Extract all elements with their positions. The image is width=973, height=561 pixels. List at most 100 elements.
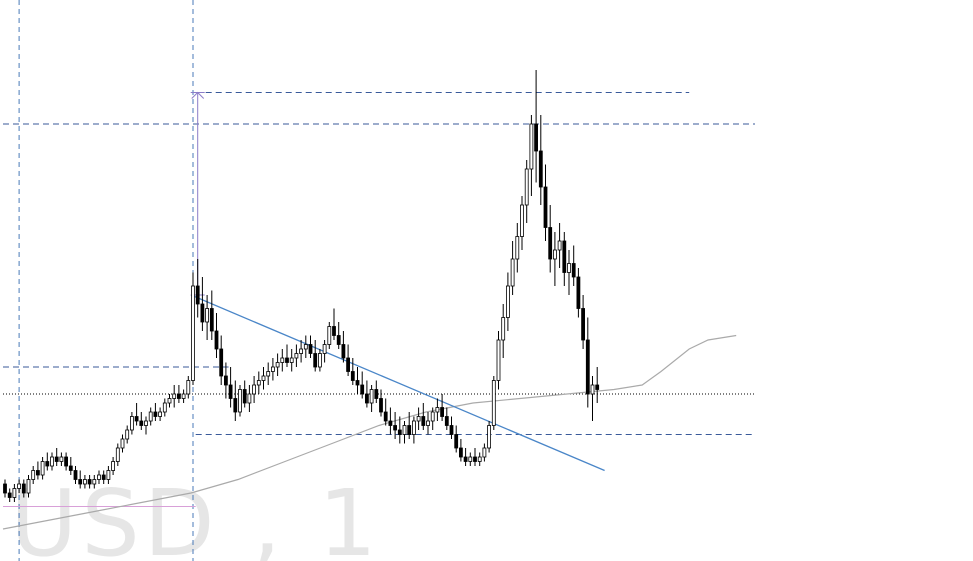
- candle-12: [54, 448, 59, 466]
- candle-31: [144, 416, 148, 435]
- candle-94: [440, 394, 445, 421]
- candle-body: [402, 425, 407, 435]
- candle-25: [115, 443, 120, 466]
- candle-body: [266, 371, 271, 377]
- candle-7: [31, 466, 36, 484]
- candle-body: [491, 380, 496, 426]
- candle-body: [317, 353, 322, 368]
- candle-body: [115, 447, 120, 462]
- candle-body: [139, 420, 144, 426]
- candle-body: [510, 258, 515, 287]
- candle-body: [247, 393, 252, 404]
- candle-64: [299, 340, 304, 363]
- candle-body: [571, 263, 576, 278]
- candle-body: [176, 393, 181, 399]
- candle-body: [369, 389, 374, 404]
- candle-9: [40, 457, 45, 480]
- candle-body: [482, 447, 487, 458]
- candle-body: [78, 479, 83, 485]
- candle-body: [59, 456, 64, 462]
- candle-body: [111, 461, 115, 471]
- candle-body: [191, 285, 195, 381]
- candle-42: [195, 259, 200, 318]
- candle-body: [148, 411, 153, 422]
- candle-63: [294, 344, 299, 367]
- candle-2: [7, 488, 12, 502]
- candle-body: [45, 461, 50, 467]
- candle-122: [571, 245, 576, 286]
- candle-body: [463, 456, 468, 462]
- candle-18: [83, 475, 87, 489]
- candle-body: [7, 492, 12, 498]
- candle-121: [567, 250, 571, 295]
- candle-body: [153, 411, 158, 417]
- candle-body: [73, 470, 78, 480]
- candle-body: [256, 380, 261, 386]
- candle-41: [191, 272, 195, 385]
- candle-body: [346, 357, 351, 372]
- candle-body: [341, 344, 346, 359]
- candle-body: [374, 389, 379, 399]
- candle-body: [270, 366, 275, 372]
- candle-100: [468, 452, 473, 466]
- candle-body: [388, 420, 393, 426]
- candle-body: [181, 393, 186, 399]
- candle-body: [444, 416, 449, 426]
- candle-body: [411, 420, 416, 435]
- candle-body: [557, 240, 562, 251]
- candle-body: [186, 380, 191, 395]
- candle-37: [172, 385, 177, 408]
- candle-72: [336, 322, 341, 349]
- candle-85: [397, 416, 402, 444]
- candle-body: [355, 380, 360, 386]
- candle-3: [12, 484, 17, 502]
- candle-11: [50, 452, 54, 471]
- trend-line[interactable]: [190, 294, 605, 472]
- candle-115: [538, 115, 543, 205]
- candle-body: [294, 353, 299, 359]
- horizontal-level-lines[interactable]: [3, 92, 755, 507]
- candle-8: [36, 461, 40, 480]
- candle-body: [327, 326, 332, 345]
- candle-55: [256, 371, 261, 394]
- candle-82: [383, 398, 388, 426]
- candle-body: [144, 420, 148, 426]
- candle-49: [228, 367, 233, 408]
- candle-4: [17, 479, 22, 493]
- candle-108: [505, 272, 510, 331]
- candle-96: [449, 416, 454, 439]
- candle-113: [529, 115, 534, 196]
- candle-body: [496, 339, 501, 381]
- candle-body: [364, 393, 369, 404]
- candle-53: [247, 385, 252, 412]
- sma-path: [2, 334, 737, 530]
- candle-body: [534, 123, 538, 152]
- candle-body: [252, 384, 257, 395]
- candle-body: [543, 186, 548, 228]
- candle-body: [313, 353, 318, 368]
- candle-body: [275, 362, 280, 368]
- candle-46: [214, 313, 219, 358]
- candle-16: [73, 466, 78, 484]
- candle-20: [92, 475, 97, 489]
- candle-26: [120, 434, 125, 453]
- candle-120: [562, 232, 567, 286]
- candle-body: [473, 456, 477, 462]
- candle-body: [576, 276, 581, 309]
- candle-48: [223, 362, 228, 399]
- candle-119: [557, 223, 562, 268]
- candle-body: [397, 429, 402, 435]
- candle-body: [158, 411, 163, 417]
- candle-30: [139, 412, 144, 430]
- candle-body: [393, 425, 398, 431]
- candle-58: [270, 358, 275, 381]
- candle-body: [454, 434, 459, 449]
- candle-45: [209, 290, 214, 340]
- candle-13: [59, 452, 64, 466]
- candle-79: [369, 385, 374, 412]
- candle-body: [50, 456, 54, 467]
- candle-114: [534, 70, 538, 183]
- candle-60: [280, 349, 285, 372]
